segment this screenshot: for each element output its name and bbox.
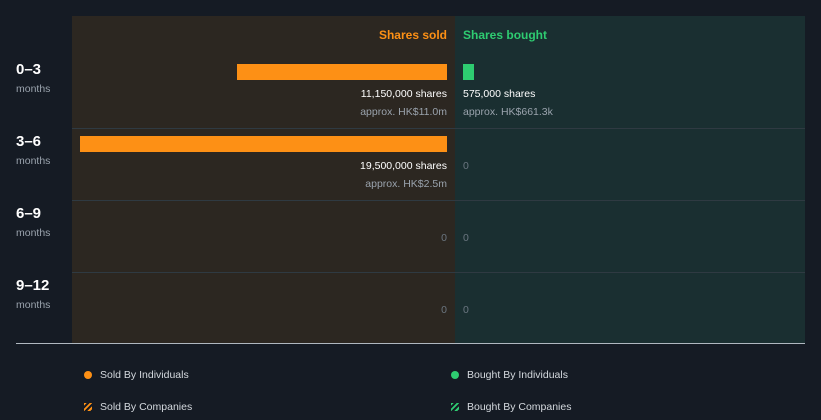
period-unit: months (16, 299, 51, 311)
sold-zero-label: 0 (441, 304, 447, 316)
shares-sold-header: Shares sold (378, 28, 447, 42)
period-label: 3–6 months (16, 133, 50, 167)
sold-shares-label: 19,500,000 shares (360, 160, 447, 172)
sold-zero-label: 0 (441, 232, 447, 244)
axis-line (16, 343, 805, 344)
legend-item: Sold By Companies (84, 401, 192, 413)
period-range: 9–12 (16, 277, 50, 294)
row-separator (72, 200, 805, 201)
row-separator (72, 128, 805, 129)
legend-hatch-icon (84, 403, 92, 411)
period-label: 9–12 months (16, 277, 50, 311)
legend-label: Sold By Individuals (100, 369, 189, 381)
legend-item: Sold By Individuals (84, 369, 189, 381)
legend-label: Bought By Companies (467, 401, 572, 413)
period-range: 0–3 (16, 61, 42, 78)
sold-bar (80, 136, 447, 152)
shares-bought-panel (455, 16, 805, 343)
bought-bar (463, 64, 474, 80)
legend-item: Bought By Individuals (451, 369, 568, 381)
row-separator (72, 272, 805, 273)
bought-zero-label: 0 (463, 160, 469, 172)
sold-shares-label: 11,150,000 shares (360, 88, 447, 100)
shares-bought-header: Shares bought (463, 28, 548, 42)
legend-label: Sold By Companies (100, 401, 193, 413)
bought-zero-label: 0 (463, 232, 469, 244)
sold-value-label: approx. HK$2.5m (365, 178, 447, 190)
period-label: 6–9 months (16, 205, 50, 239)
period-unit: months (16, 155, 51, 167)
period-range: 6–9 (16, 205, 42, 222)
period-unit: months (16, 83, 51, 95)
bought-zero-label: 0 (463, 304, 469, 316)
period-unit: months (16, 227, 51, 239)
legend-dot-icon (84, 371, 92, 379)
sold-value-label: approx. HK$11.0m (360, 106, 447, 118)
period-label: 0–3 months (16, 61, 50, 95)
bought-value-label: approx. HK$661.3k (463, 106, 553, 118)
sold-bar (237, 64, 447, 80)
bought-shares-label: 575,000 shares (463, 88, 536, 100)
legend-item: Bought By Companies (451, 401, 571, 413)
legend-label: Bought By Individuals (467, 369, 568, 381)
legend-dot-icon (451, 371, 459, 379)
legend-hatch-icon (451, 403, 459, 411)
period-range: 3–6 (16, 133, 42, 150)
